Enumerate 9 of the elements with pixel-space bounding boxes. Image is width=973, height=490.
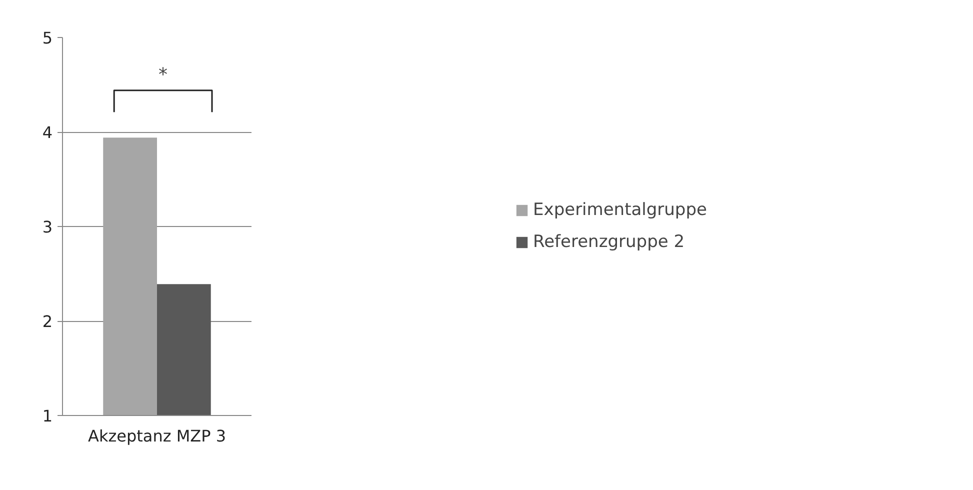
annotation: *	[158, 64, 168, 86]
y-tick-label: 2	[42, 312, 53, 331]
x-tick-label: Akzeptanz MZP 3	[88, 426, 226, 446]
y-tick-label: 5	[42, 28, 53, 48]
y-tick-label: 1	[42, 406, 53, 426]
y-tick-label: 3	[42, 218, 53, 236]
legend-label: Experimentalgruppe	[533, 200, 707, 220]
y-tick-label: 4	[42, 123, 53, 142]
legend-label: Referenzgruppe 2	[533, 232, 685, 252]
